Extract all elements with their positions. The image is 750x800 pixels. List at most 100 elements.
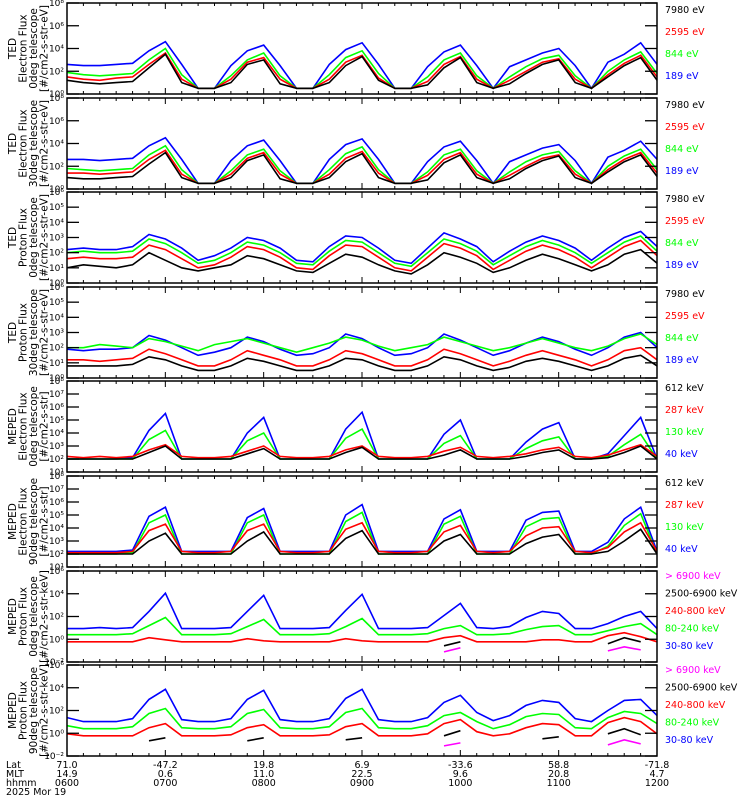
y-tick-label: 10²: [49, 162, 64, 172]
y-tick-label: 10⁰: [49, 279, 64, 289]
legend-entry: 2500-6900 keV: [665, 683, 738, 694]
series-line-287-kev: [67, 443, 657, 459]
x-tick-label-lat: 19.8: [253, 760, 274, 771]
series-line-844-ev: [67, 235, 657, 268]
y-label-line: 0deg telescope: [28, 576, 40, 657]
y-tick-label: 10⁸: [49, 94, 64, 104]
y-tick-label: 10⁶: [49, 661, 64, 671]
y-tick-label: 10²: [49, 67, 64, 77]
y-tick-label: 10¹: [49, 563, 64, 573]
series-line--6900-kev: [443, 645, 641, 653]
y-label-line: Proton Flux: [18, 303, 30, 362]
x-tick-label-mlt: 11.0: [253, 769, 274, 780]
series-line-80-240-kev: [67, 616, 657, 636]
y-tick-label: 10⁴: [49, 684, 64, 694]
x-tick-label-lat: 71.0: [56, 760, 77, 771]
x-tick-label-hhmm: 0700: [153, 778, 177, 789]
x-tick-label-mlt: 0.6: [158, 769, 173, 780]
legend-entry: 240-800 keV: [665, 700, 726, 711]
x-tick-label-lat: 58.8: [548, 760, 569, 771]
legend-entry: 7980 eV: [665, 5, 705, 16]
y-tick-label: 10³: [49, 442, 64, 452]
x-tick-label-hhmm: 1200: [645, 778, 669, 789]
series-line-2500-6900-kev: [443, 636, 641, 647]
series-line-844-ev: [67, 144, 657, 185]
y-tick-label: 10⁴: [49, 429, 64, 439]
y-label-line: [#/cm2-s-str-eV]: [39, 194, 51, 281]
series-line-130-kev: [67, 511, 657, 555]
series-line-844-ev: [67, 333, 657, 354]
series-line-40-kev: [67, 410, 657, 460]
y-label-line: Electron Flux: [18, 109, 30, 177]
series-line-844-ev: [67, 47, 657, 90]
y-tick-label: 10⁷: [49, 485, 64, 495]
x-tick-label-hhmm: 1100: [547, 778, 571, 789]
legend-entry: 844 eV: [665, 144, 699, 155]
y-tick-label: 10⁰: [49, 374, 64, 384]
legend-entry: 30-80 keV: [665, 641, 714, 652]
legend-entry: 2595 eV: [665, 311, 705, 322]
y-tick-label: 10¹: [49, 359, 64, 369]
legend-entry: 189 eV: [665, 71, 699, 82]
y-tick-label: 10⁶: [49, 567, 64, 577]
y-label-line: 30deg telescope: [28, 100, 40, 187]
x-tick-label-lat: -33.6: [448, 760, 473, 771]
y-tick-label: 10⁴: [49, 45, 64, 55]
legend-entry: 80-240 keV: [665, 718, 720, 729]
series-line-7980-ev: [67, 52, 657, 90]
x-axis-labels: Lat MLT hhmm 2025 Mor 19 71.0 -47.2 19.8 6.…: [6, 760, 669, 798]
y-label-line: Proton Flux: [18, 681, 30, 740]
y-tick-label: 10⁶: [49, 117, 64, 127]
x-tick-label-mlt: 20.8: [548, 769, 569, 780]
legend-entry: 7980 eV: [665, 194, 705, 205]
series-line-7980-ev: [67, 248, 657, 275]
y-label-line: 0deg telescope: [28, 8, 40, 89]
legend-entry: 844 eV: [665, 333, 699, 344]
legend-entry: 240-800 keV: [665, 606, 726, 617]
y-label-line: [#/cm2-s-str-eV]: [39, 289, 51, 376]
y-label-line: 0deg telescope: [28, 386, 40, 467]
y-tick-label: 10¹: [49, 264, 64, 274]
y-label-line: 30deg telescope: [28, 289, 40, 376]
legend-entry: 80-240 keV: [665, 624, 720, 635]
series-line-7980-ev: [67, 354, 657, 372]
y-label-line: MEPED: [7, 598, 19, 635]
series-line-189-ev: [67, 230, 657, 265]
y-tick-label: 10²: [49, 344, 64, 354]
legend-entry: 189 eV: [665, 260, 699, 271]
legend-entry: > 6900 keV: [665, 665, 721, 676]
series-line-240-800-kev: [67, 631, 657, 643]
x-tick-label-hhmm: 0800: [252, 778, 276, 789]
y-label-line: 0deg telescope: [28, 197, 40, 278]
x-tick-label-lat: 6.9: [354, 760, 369, 771]
y-label-line: Electron Flux: [18, 487, 30, 555]
y-tick-label: 10⁶: [49, 22, 64, 32]
y-tick-label: 10⁰: [49, 185, 64, 195]
y-tick-label: 10⁴: [49, 313, 64, 323]
series-line-612-kev: [67, 445, 657, 460]
y-label-line: MEPED: [7, 692, 19, 729]
x-tick-label-mlt: 4.7: [649, 769, 664, 780]
y-tick-label: 10⁷: [49, 390, 64, 400]
legend-entry: 7980 eV: [665, 289, 705, 300]
y-tick-label: 10⁶: [49, 283, 64, 293]
series-line-612-kev: [67, 528, 657, 555]
x-tick-label-lat: -71.8: [645, 760, 670, 771]
legend-entry: 844 eV: [665, 49, 699, 60]
x-tick-label-hhmm: 0600: [55, 778, 79, 789]
y-label-line: 90deg telescope: [28, 478, 40, 565]
series-line-189-ev: [67, 136, 657, 185]
y-tick-label: 10⁴: [49, 218, 64, 228]
y-tick-label: 10⁴: [49, 524, 64, 534]
y-label-line: MEPED: [7, 503, 19, 540]
series-line-2595-ev: [67, 346, 657, 367]
y-tick-label: 10⁵: [49, 203, 64, 213]
y-label-line: TED: [7, 133, 19, 155]
y-tick-label: 10²: [49, 249, 64, 259]
